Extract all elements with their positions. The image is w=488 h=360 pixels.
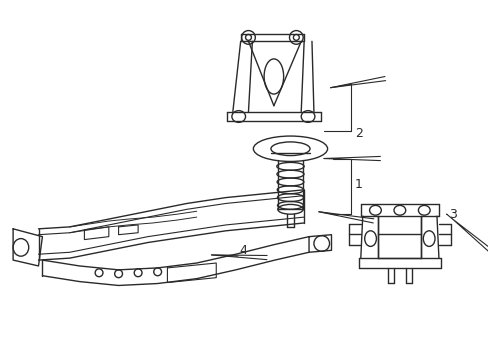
Text: 2: 2 xyxy=(354,127,362,140)
Text: 4: 4 xyxy=(239,244,247,257)
Text: 3: 3 xyxy=(448,208,456,221)
Text: 1: 1 xyxy=(354,179,362,192)
